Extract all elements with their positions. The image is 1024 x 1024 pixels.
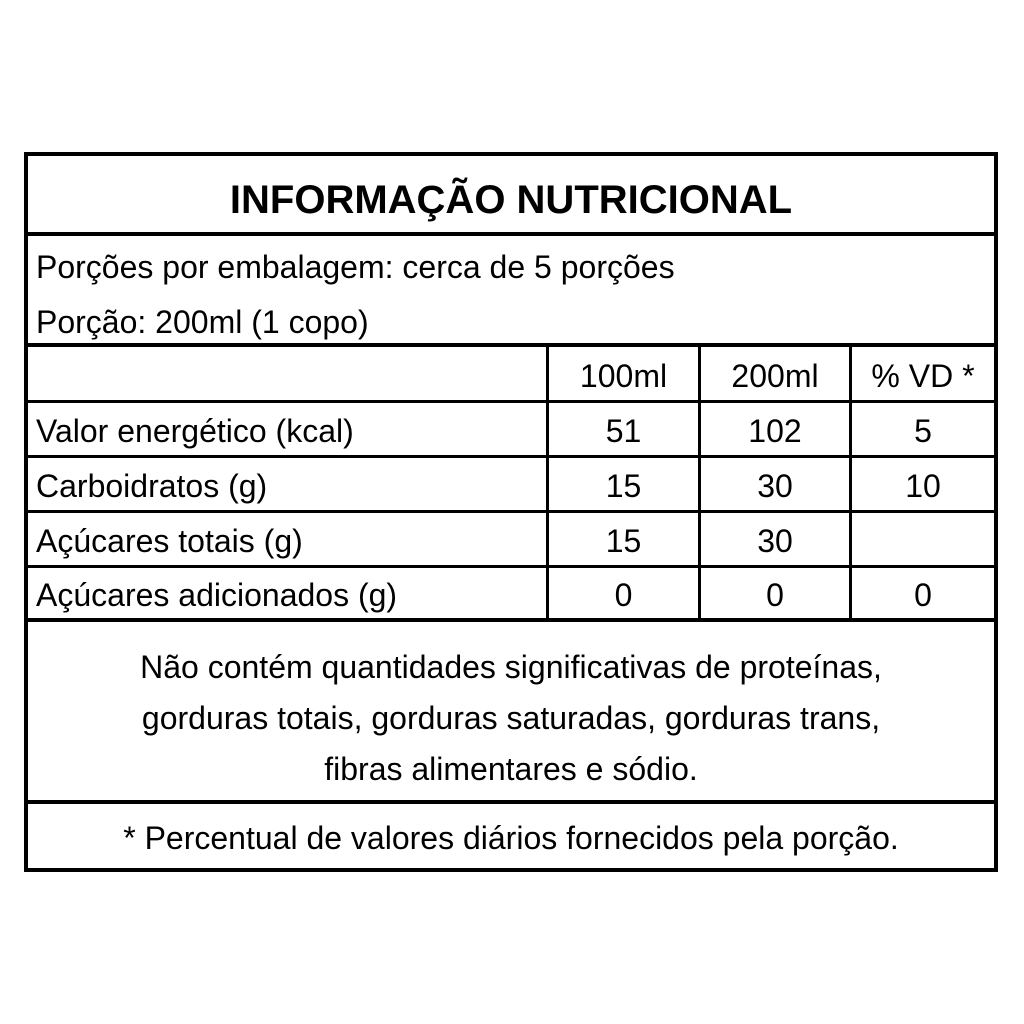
nutrient-label: Carboidratos (g) [36, 468, 268, 504]
value-vd: 10 [905, 468, 941, 504]
nutrition-facts-table: INFORMAÇÃO NUTRICIONAL Porções por embal… [24, 152, 998, 872]
row-divider [28, 565, 994, 568]
value-vd: 5 [914, 413, 932, 449]
value-200ml: 30 [757, 468, 793, 504]
nutrient-label: Açúcares adicionados (g) [36, 577, 398, 613]
divider [28, 232, 994, 236]
value-200ml: 30 [757, 523, 793, 559]
value-100ml: 15 [605, 523, 642, 559]
nutrient-label: Açúcares totais (g) [36, 523, 303, 559]
note-line: gorduras totais, gorduras saturadas, gor… [141, 700, 881, 736]
row-divider [28, 400, 994, 403]
header-vd: % VD * [871, 358, 975, 394]
value-100ml: 51 [605, 413, 642, 449]
column-divider [849, 347, 852, 619]
header-200ml: 200ml [731, 358, 819, 394]
row-divider [28, 455, 994, 458]
note-line: Não contém quantidades significativas de… [140, 649, 882, 685]
value-100ml: 15 [605, 468, 642, 504]
value-vd: 0 [914, 577, 932, 613]
column-divider [698, 347, 701, 619]
value-200ml: 102 [748, 413, 802, 449]
value-100ml: 0 [614, 577, 633, 613]
serving-size: Porção: 200ml (1 copo) [36, 304, 369, 340]
notes: Não contém quantidades significativas de… [28, 642, 994, 795]
footnote: * Percentual de valores diários fornecid… [123, 820, 899, 856]
nutrient-label: Valor energético (kcal) [36, 413, 354, 449]
divider [28, 343, 994, 347]
value-200ml: 0 [766, 577, 784, 613]
divider [28, 618, 994, 622]
column-divider [546, 347, 549, 619]
table-title: INFORMAÇÃO NUTRICIONAL [229, 178, 793, 222]
row-divider [28, 510, 994, 513]
servings-per-package: Porções por embalagem: cerca de 5 porçõe… [36, 249, 675, 285]
divider [28, 800, 994, 804]
header-100ml: 100ml [579, 358, 668, 394]
note-line: fibras alimentares e sódio. [324, 751, 698, 787]
